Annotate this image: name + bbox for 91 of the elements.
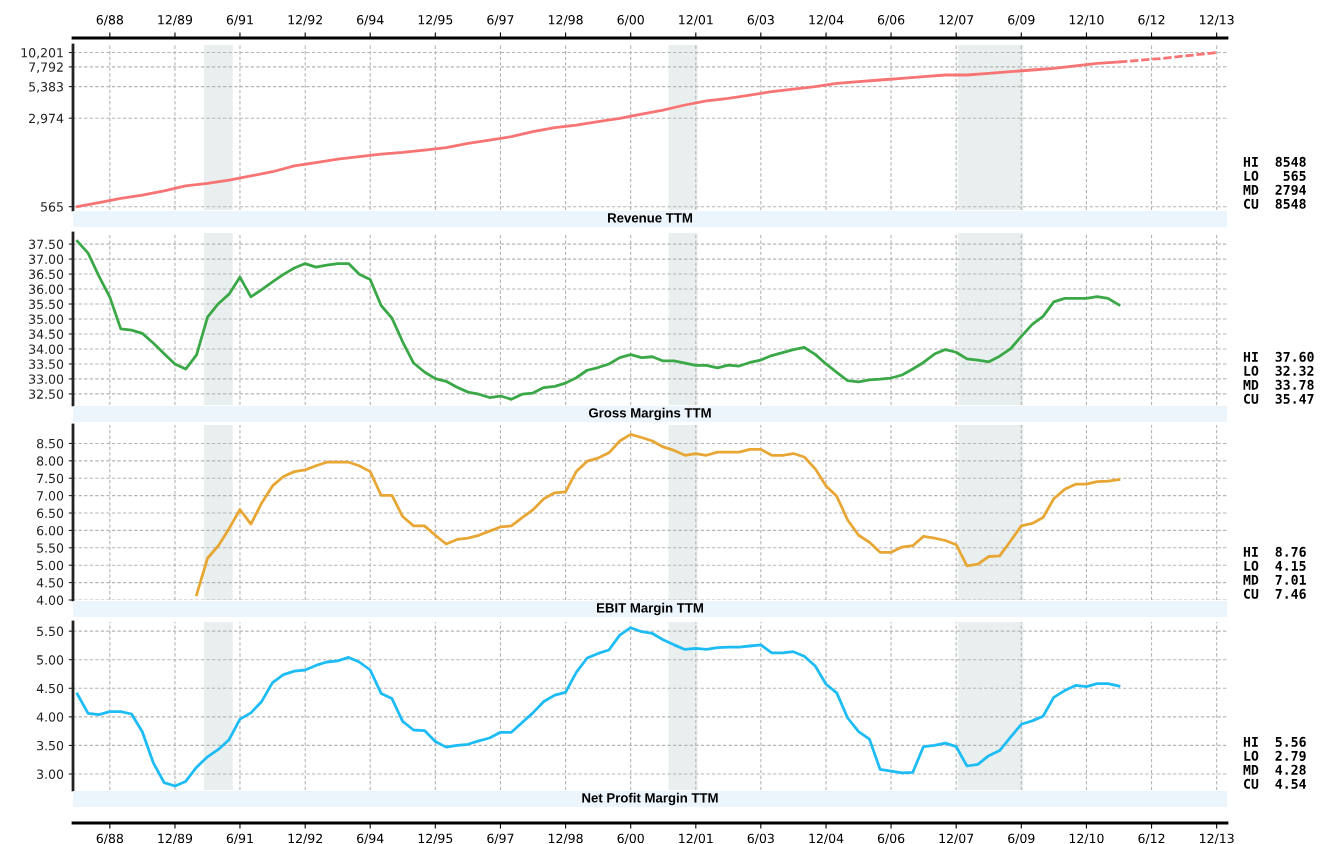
y-tick-label: 5.00 (37, 560, 64, 571)
y-tick-label: 7.50 (37, 473, 64, 484)
y-tick-label: 5.50 (37, 543, 64, 553)
y-tick-label: 4.00 (36, 712, 64, 722)
text: MD 2794 (1243, 184, 1306, 195)
x-tick-label: 6/00 (617, 833, 644, 844)
text: LO 565 (1244, 170, 1306, 181)
y-tick-label: 3.50 (37, 740, 64, 751)
y-tick-label: 32.50 (29, 389, 64, 399)
x-tick-label: 12/89 (158, 15, 193, 26)
x-tick-label: 6/97 (487, 833, 514, 844)
line-series (75, 239, 1121, 401)
x-tick-label: 12/04 (809, 15, 844, 26)
y-tick-label: 33.00 (29, 374, 64, 384)
y-tick-label: 6.00 (37, 525, 64, 536)
y-tick-label: 4.50 (36, 683, 64, 694)
y-tick-label: 33.50 (29, 359, 64, 369)
x-tick-label: 6/97 (487, 15, 514, 26)
x-tick-label: 6/88 (96, 15, 124, 26)
x-tick-label: 12/92 (288, 833, 322, 844)
x-tick-label: 6/91 (226, 15, 253, 26)
text: HI 8548 (1243, 156, 1306, 167)
x-tick-label: 6/00 (617, 15, 644, 26)
y-tick-label: 36.00 (29, 284, 64, 294)
text: MD 4.28 (1243, 764, 1306, 775)
x-tick-label: 12/07 (939, 833, 974, 844)
x-tick-label: 6/91 (226, 833, 253, 844)
y-tick-label: 7,792 (29, 62, 63, 74)
x-tick-label: 6/94 (357, 833, 384, 844)
text: LO 32.32 (1244, 365, 1314, 376)
text: HI 5.56 (1243, 736, 1306, 747)
y-tick-label: 36.50 (29, 269, 64, 279)
x-tick-label: 12/89 (158, 833, 193, 844)
y-tick-label: 5.50 (37, 626, 64, 637)
y-tick-label: 4.00 (36, 595, 64, 605)
x-tick-label: 12/13 (1200, 833, 1234, 844)
y-tick-label: 37.00 (29, 254, 64, 264)
text: LO 2.79 (1244, 750, 1306, 761)
x-tick-label: 12/95 (418, 833, 453, 844)
text: CU 7.46 (1243, 588, 1306, 599)
x-tick-label: 12/92 (288, 15, 322, 26)
text: MD 33.78 (1243, 379, 1314, 390)
x-tick-label: 6/94 (357, 15, 384, 26)
x-tick-label: 6/06 (877, 833, 905, 844)
y-tick-label: 3.00 (37, 769, 64, 779)
text: CU 35.47 (1243, 393, 1314, 404)
x-tick-label: 6/09 (1008, 15, 1035, 26)
text: MD 7.01 (1243, 574, 1306, 585)
y-tick-label: 8.50 (36, 438, 64, 449)
y-tick-label: 35.00 (29, 314, 64, 324)
x-tick-label: 6/06 (877, 15, 905, 26)
text: Revenue TTM (608, 213, 693, 223)
x-tick-label: 12/98 (548, 833, 583, 844)
x-tick-label: 12/01 (679, 15, 713, 26)
y-tick-label: 37.50 (29, 239, 64, 250)
y-tick-label: 8.00 (36, 456, 64, 466)
y-tick-label: 35.50 (29, 299, 64, 309)
x-tick-label: 12/07 (939, 15, 974, 26)
y-tick-label: 34.50 (29, 329, 64, 339)
text: CU 8548 (1243, 198, 1306, 209)
x-tick-label: 12/10 (1069, 833, 1104, 844)
x-tick-label: 12/01 (679, 833, 713, 844)
y-tick-label: 10,201 (21, 48, 63, 59)
x-tick-label: 12/95 (418, 15, 453, 26)
text: Gross Margins TTM (588, 407, 711, 421)
y-tick-label: 4.50 (36, 578, 64, 588)
text: HI 37.60 (1243, 351, 1314, 362)
line-series (195, 433, 1121, 597)
y-tick-label: 5,383 (29, 82, 63, 93)
y-tick-label: 565 (41, 202, 63, 212)
x-tick-label: 12/13 (1200, 15, 1234, 26)
x-tick-label: 12/98 (548, 15, 583, 26)
x-tick-label: 6/12 (1138, 833, 1165, 844)
text: HI 8.76 (1243, 546, 1306, 557)
y-tick-label: 7.00 (37, 491, 64, 501)
text: Net Profit Margin TTM (582, 792, 718, 806)
y-tick-label: 34.00 (29, 344, 64, 354)
x-tick-label: 6/09 (1008, 833, 1035, 844)
x-tick-label: 12/04 (809, 833, 844, 844)
x-tick-label: 6/12 (1138, 15, 1165, 26)
x-tick-label: 12/10 (1069, 15, 1104, 26)
x-tick-label: 6/03 (747, 833, 774, 844)
y-tick-label: 5.00 (37, 655, 64, 665)
y-tick-label: 6.50 (37, 508, 64, 518)
text: LO 4.15 (1244, 560, 1306, 571)
y-tick-label: 2,974 (29, 113, 64, 125)
text: EBIT Margin TTM (597, 602, 703, 616)
x-tick-label: 6/03 (747, 15, 774, 26)
text: CU 4.54 (1243, 778, 1306, 789)
line-series (75, 626, 1121, 788)
x-tick-label: 6/88 (96, 833, 124, 844)
